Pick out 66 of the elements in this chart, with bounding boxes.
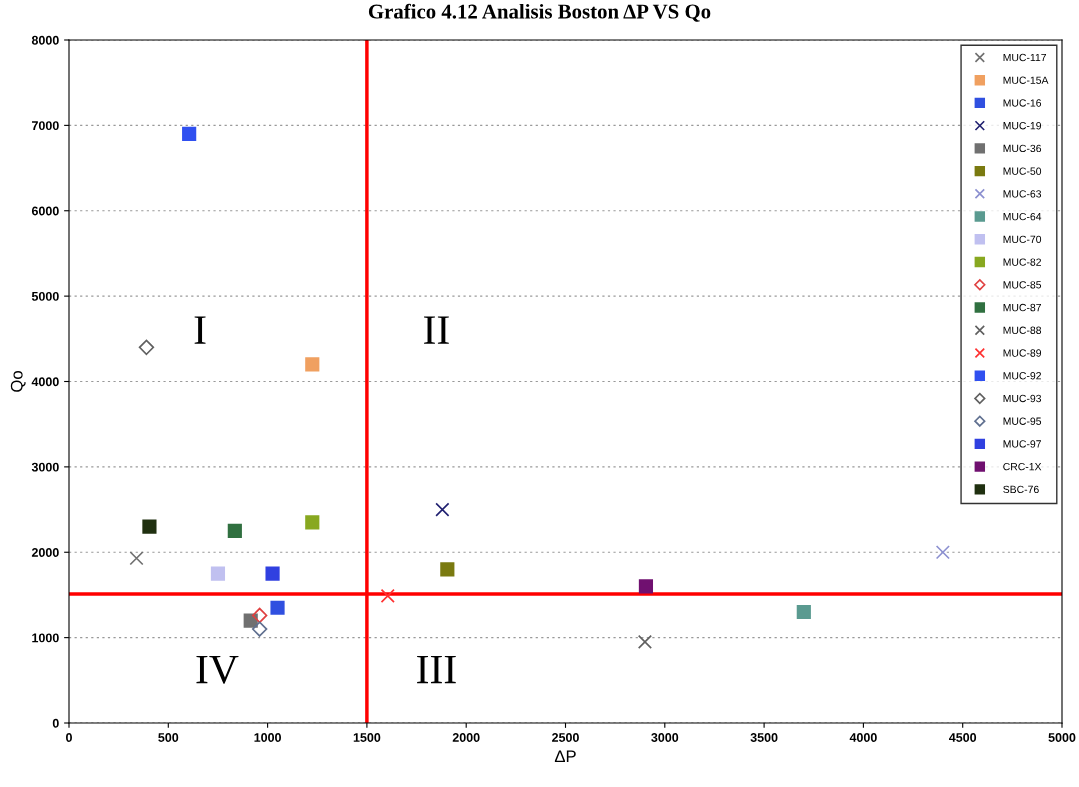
x-tick-label: 1000 xyxy=(254,733,281,742)
x-tick-label: 2000 xyxy=(452,733,480,742)
annotation: IV xyxy=(196,655,239,684)
legend-label: MUC-117 xyxy=(1003,53,1047,62)
y-tick-label: 0 xyxy=(52,718,59,728)
point xyxy=(796,604,811,620)
point xyxy=(638,579,654,594)
point xyxy=(129,551,144,566)
x-axis-title: ΔP xyxy=(554,750,576,763)
x-tick-label: 3500 xyxy=(750,733,778,742)
x-tick-label: 3000 xyxy=(651,733,679,742)
y-tick-label: 2000 xyxy=(31,548,59,557)
y-axis-title: Qo xyxy=(10,371,26,392)
legend-label: MUC-97 xyxy=(1003,440,1041,448)
chart-title: Grafico 4.12 Analisis Boston ΔP VS Qo xyxy=(368,3,711,22)
x-tick-label: 4500 xyxy=(948,733,977,742)
y-tick-label: 3000 xyxy=(31,462,59,472)
y-tick-label: 8000 xyxy=(31,35,59,45)
legend-label: SBC-76 xyxy=(1003,485,1039,494)
annotation: III xyxy=(417,655,456,684)
legend-label: MUC-16 xyxy=(1003,99,1042,107)
point xyxy=(440,562,455,577)
point xyxy=(270,600,285,615)
x-tick-label: 2500 xyxy=(552,733,579,742)
legend-label: MUC-92 xyxy=(1003,372,1041,380)
point xyxy=(138,339,155,356)
point xyxy=(182,126,197,141)
point xyxy=(305,515,320,530)
y-tick-label: 5000 xyxy=(31,291,59,301)
legend-label: MUC-19 xyxy=(1003,122,1042,130)
point xyxy=(251,621,268,637)
point xyxy=(265,566,280,581)
legend-label: MUC-36 xyxy=(1003,144,1042,153)
point xyxy=(251,607,268,624)
x-tick-label: 4000 xyxy=(849,733,877,742)
legend-label: MUC-70 xyxy=(1003,235,1042,244)
legend-label: MUC-95 xyxy=(1003,417,1042,425)
y-tick-label: 6000 xyxy=(31,206,59,216)
legend-label: MUC-50 xyxy=(1003,167,1042,175)
x-tick-label: 1500 xyxy=(353,733,381,742)
x-tick-label: 500 xyxy=(158,733,179,742)
legend-label: MUC-63 xyxy=(1003,190,1042,198)
point xyxy=(210,566,226,581)
point xyxy=(227,523,242,538)
legend-label: MUC-15A xyxy=(1003,76,1049,84)
point xyxy=(380,588,395,603)
annotation: II xyxy=(424,316,449,344)
x-tick-label: 5000 xyxy=(1048,733,1076,742)
legend-label: MUC-64 xyxy=(1003,212,1042,221)
x-tick-label: 0 xyxy=(66,733,72,742)
legend-label: MUC-82 xyxy=(1003,258,1041,266)
point xyxy=(305,357,320,372)
point xyxy=(142,519,157,534)
legend-label: MUC-93 xyxy=(1003,394,1042,403)
y-tick-label: 1000 xyxy=(32,633,59,643)
point xyxy=(637,634,653,649)
point xyxy=(435,502,450,517)
legend-label: CRC-1X xyxy=(1003,462,1042,471)
point xyxy=(935,545,950,560)
legend-label: MUC-89 xyxy=(1003,349,1042,357)
legend-label: MUC-85 xyxy=(1003,281,1042,289)
legend-label: MUC-87 xyxy=(1003,303,1041,312)
y-tick-label: 7000 xyxy=(32,121,59,131)
legend-label: MUC-88 xyxy=(1003,326,1042,334)
y-tick-label: 4000 xyxy=(31,377,59,387)
annotation: I xyxy=(194,316,206,344)
